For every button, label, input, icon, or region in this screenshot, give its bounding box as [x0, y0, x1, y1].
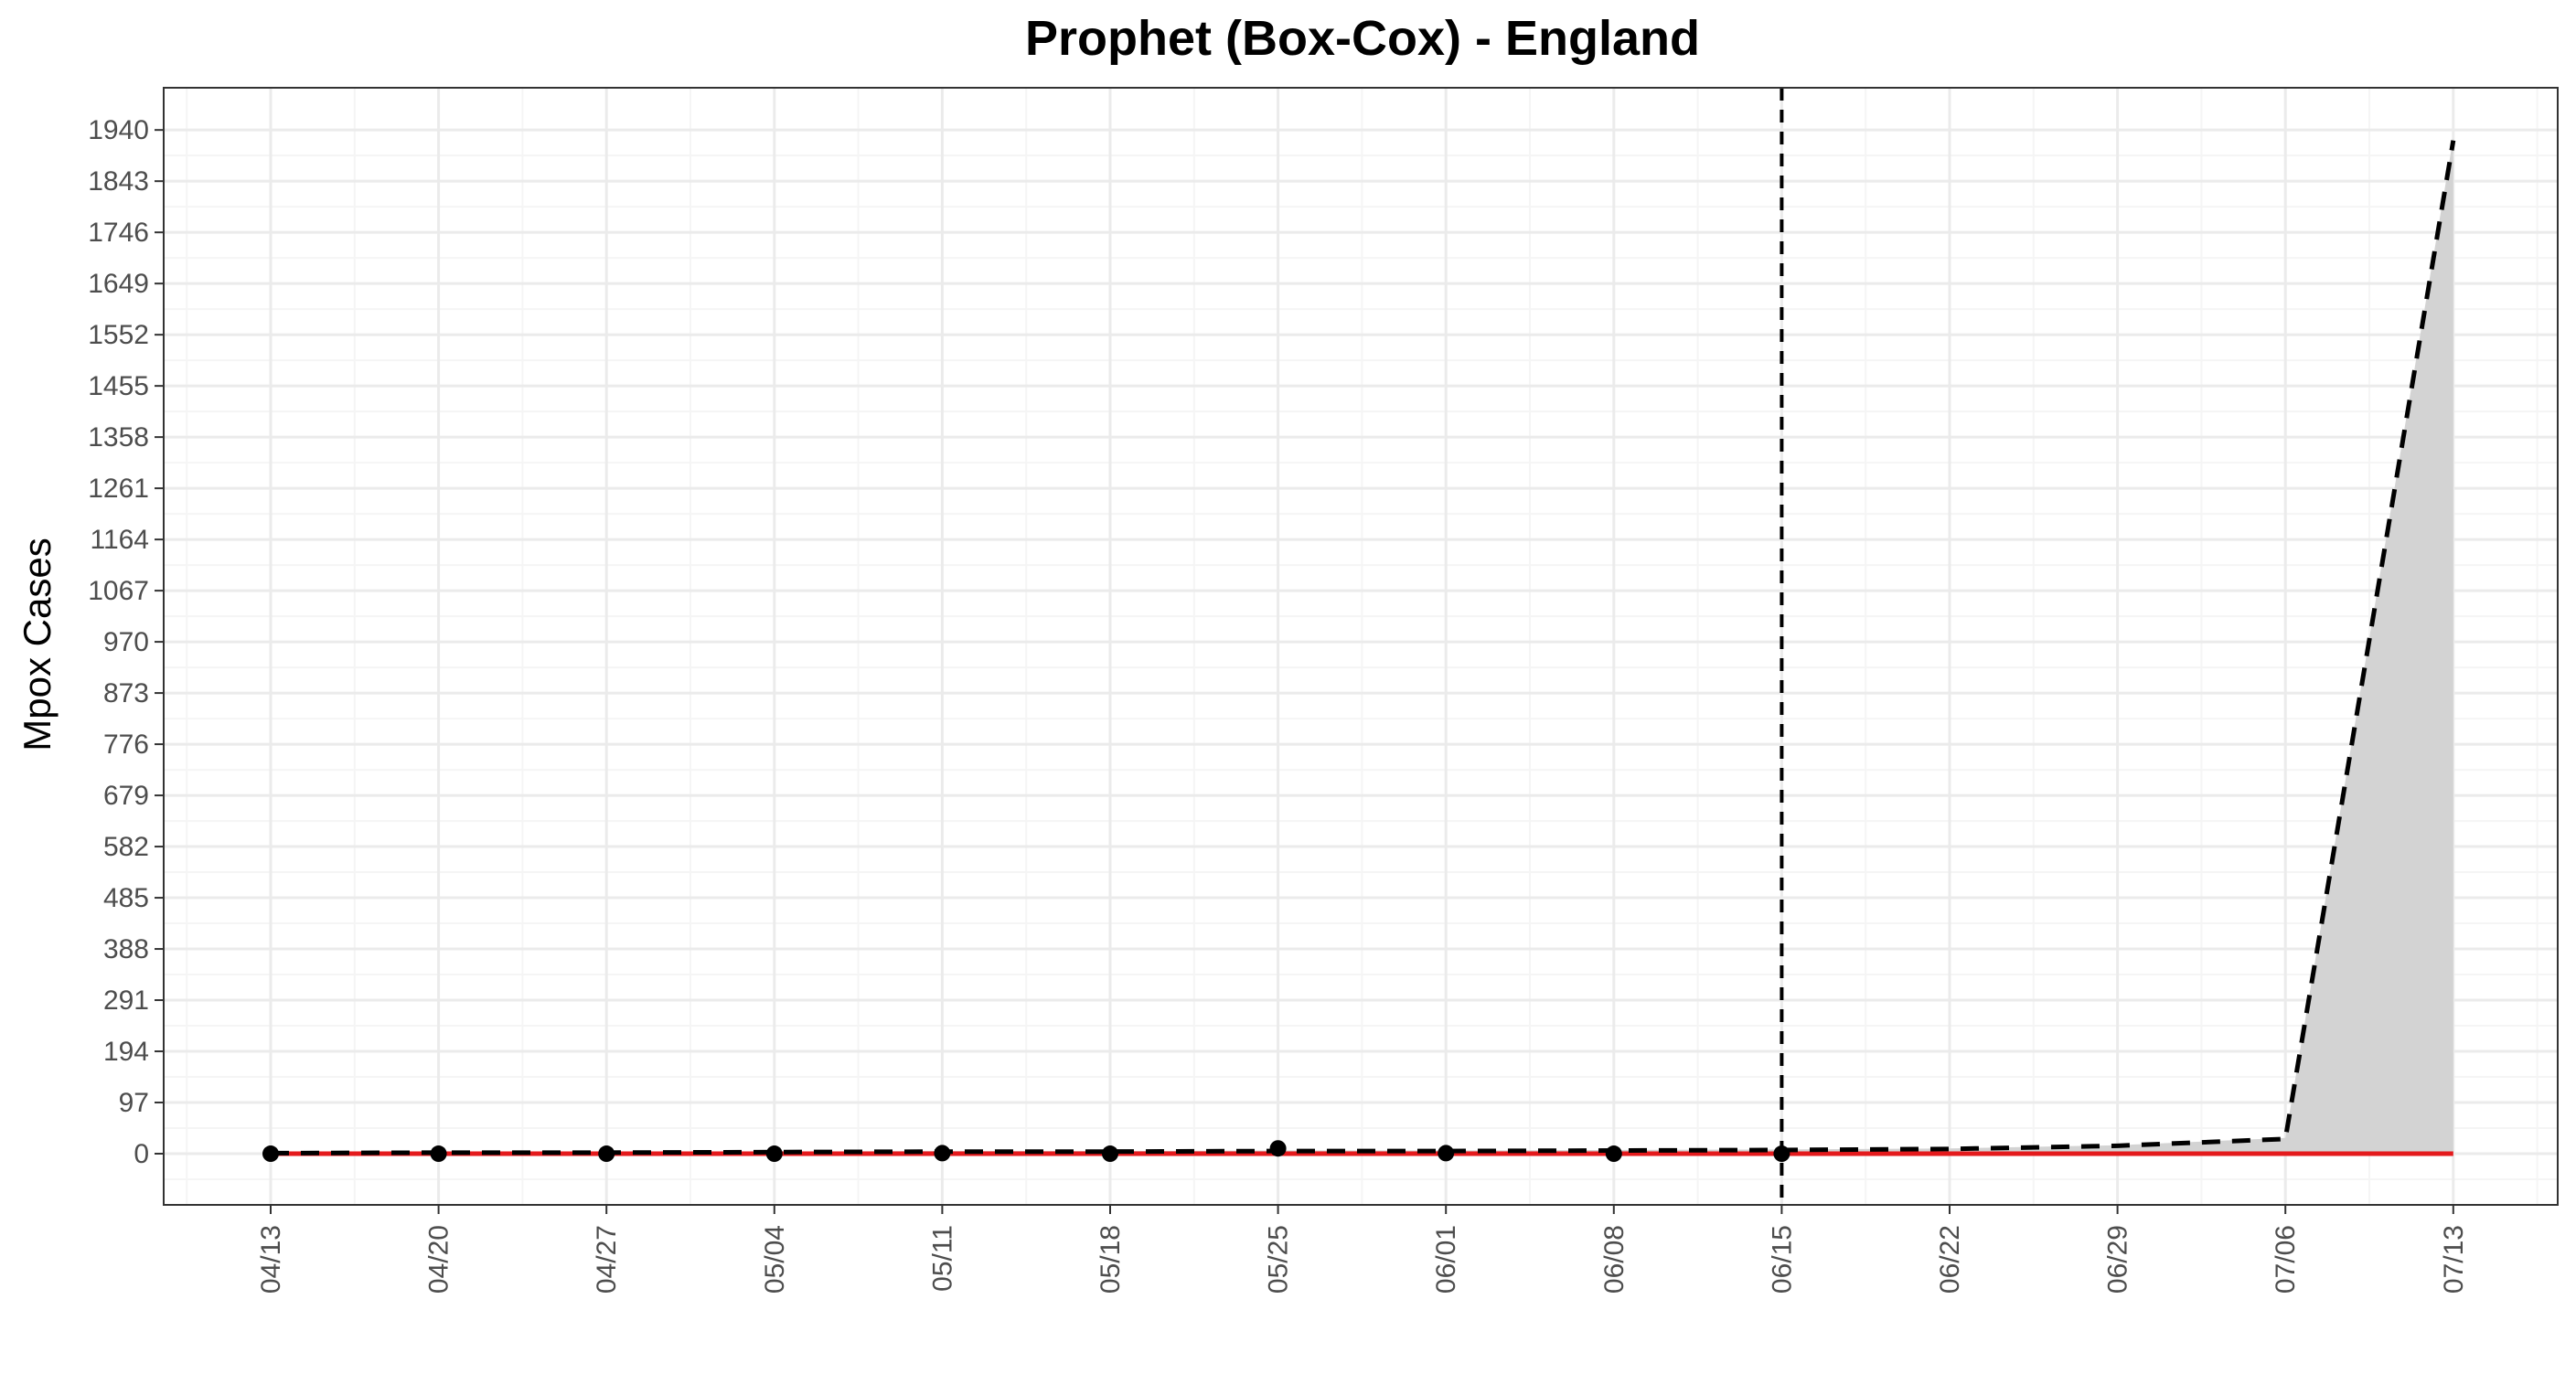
observed-point [262, 1145, 279, 1163]
x-tick-label: 06/01 [1431, 1225, 1461, 1294]
y-tick-label: 873 [103, 678, 149, 708]
y-tick-label: 1649 [88, 269, 149, 299]
observed-point [1605, 1145, 1622, 1163]
y-tick-label: 1067 [88, 576, 149, 606]
series-lines [270, 88, 2456, 1205]
x-tick-label: 06/08 [1599, 1225, 1630, 1294]
y-tick-label: 970 [103, 627, 149, 657]
y-tick-label: 194 [103, 1037, 149, 1067]
plot-panel [164, 88, 2558, 1205]
y-tick-label: 1164 [90, 525, 149, 555]
x-tick-label: 07/06 [2271, 1225, 2301, 1294]
y-tick-label: 776 [103, 730, 149, 760]
y-tick-label: 582 [103, 832, 149, 862]
y-tick-label: 1552 [88, 320, 149, 350]
axes: 0 97 194 291 388 485 582 679 776 873 970 1067 1164 12… [88, 87, 2559, 1294]
y-tick-label: 1358 [88, 422, 149, 453]
y-axis-label: Mpox Cases [16, 538, 59, 751]
y-tick-label: 291 [103, 985, 149, 1016]
x-tick-label: 05/04 [760, 1225, 790, 1294]
observed-point [1102, 1145, 1118, 1163]
y-tick-label: 1843 [88, 166, 149, 197]
y-tick-label: 679 [103, 781, 149, 811]
y-tick-label: 1746 [88, 218, 149, 248]
x-tick-label: 04/20 [424, 1225, 454, 1294]
observed-point [1438, 1145, 1455, 1162]
fitted-forecast-line [270, 140, 2456, 1156]
x-tick-label: 06/22 [1935, 1225, 1965, 1294]
observed-point [1269, 1140, 1287, 1157]
x-tick-label: 05/18 [1096, 1225, 1126, 1294]
y-tick-label: 1455 [88, 371, 149, 401]
x-tick-label: 05/11 [927, 1225, 957, 1292]
observed-point [934, 1145, 951, 1162]
x-tick-label: 04/13 [256, 1225, 286, 1294]
chart-title: Prophet (Box-Cox) - England [1025, 11, 1700, 66]
y-tick-label: 97 [119, 1088, 149, 1118]
x-tick-label: 07/13 [2439, 1225, 2469, 1294]
observed-points [262, 1140, 1790, 1163]
panel-border [163, 87, 2559, 1206]
x-tick-label: 05/25 [1264, 1225, 1294, 1294]
observed-point [1773, 1145, 1790, 1163]
observed-point [430, 1145, 447, 1163]
x-tick-label: 06/29 [2103, 1225, 2133, 1294]
y-tick-label: 0 [134, 1139, 149, 1169]
observed-point [598, 1145, 615, 1163]
y-tick-label: 1261 [88, 474, 149, 504]
x-tick-label: 04/27 [592, 1225, 622, 1294]
grid [164, 88, 2558, 1205]
y-tick-label: 388 [103, 934, 149, 964]
x-tick-label: 06/15 [1767, 1225, 1797, 1294]
y-tick-label: 485 [103, 883, 149, 913]
observed-point [765, 1145, 783, 1163]
y-tick-label: 1940 [88, 115, 149, 145]
